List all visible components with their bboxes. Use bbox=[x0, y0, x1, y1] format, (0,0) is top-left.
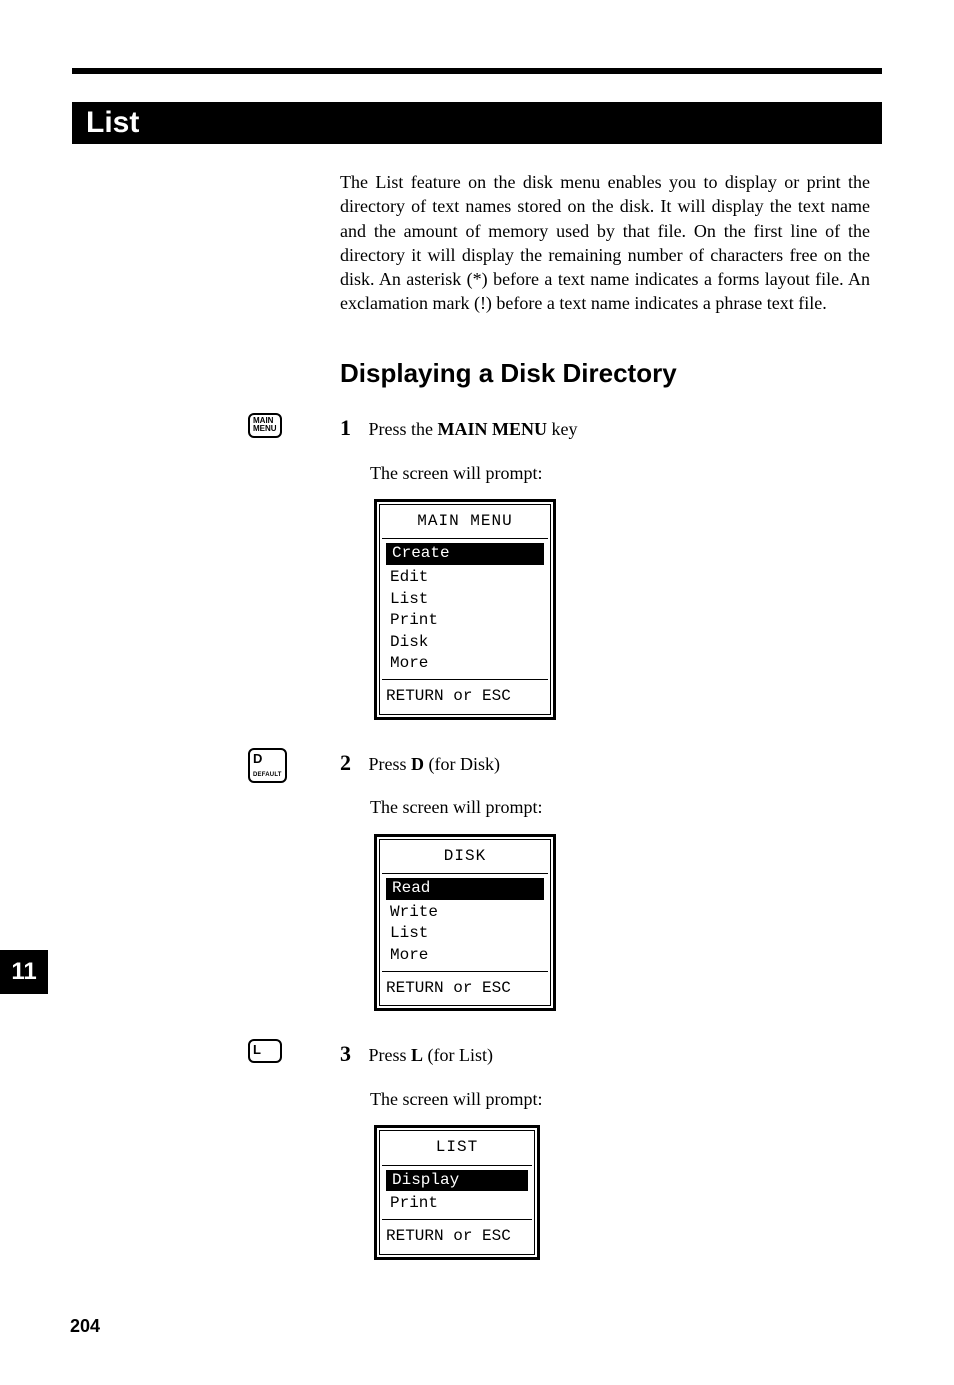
key-label-line1: D bbox=[253, 751, 262, 766]
key-label-line2: DEFAULT bbox=[253, 772, 282, 778]
menu-title: MAIN MENU bbox=[380, 505, 550, 539]
menu-item: Print bbox=[384, 610, 546, 632]
chapter-tab: 11 bbox=[0, 950, 48, 994]
main-menu-box: MAIN MENU Create Edit List Print Disk Mo… bbox=[374, 499, 556, 720]
step-text: Press D (for Disk) bbox=[369, 754, 501, 774]
section-bar: List bbox=[72, 102, 882, 144]
step-3: L 3 Press L (for List) bbox=[340, 1039, 870, 1069]
menu-item: Read bbox=[386, 878, 544, 900]
menu-footer: RETURN or ESC bbox=[380, 1220, 534, 1254]
menu-item: Print bbox=[384, 1193, 530, 1215]
menu-footer: RETURN or ESC bbox=[380, 680, 550, 714]
step-text-pre: Press bbox=[369, 1045, 412, 1065]
key-label-line1: L bbox=[253, 1042, 261, 1057]
menu-title: DISK bbox=[380, 840, 550, 874]
step-text-post: (for Disk) bbox=[424, 754, 500, 774]
step-number: 1 bbox=[340, 413, 364, 443]
menu-item: List bbox=[384, 923, 546, 945]
step-text-bold: MAIN MENU bbox=[438, 419, 548, 439]
menu-footer: RETURN or ESC bbox=[380, 972, 550, 1006]
step-text-bold: D bbox=[411, 754, 424, 774]
page-number: 204 bbox=[70, 1316, 100, 1337]
step-text-post: (for List) bbox=[423, 1045, 493, 1065]
step-text-post: key bbox=[547, 419, 578, 439]
step-1: MAIN MENU 1 Press the MAIN MENU key bbox=[340, 413, 870, 443]
menu-item: Edit bbox=[384, 567, 546, 589]
d-key-icon: D DEFAULT bbox=[248, 748, 287, 783]
subheading: Displaying a Disk Directory bbox=[340, 356, 870, 391]
step-text-bold: L bbox=[411, 1045, 423, 1065]
menu-item: Display bbox=[386, 1170, 528, 1192]
step-number: 3 bbox=[340, 1039, 364, 1069]
menu-item: Create bbox=[386, 543, 544, 565]
menu-item: More bbox=[384, 945, 546, 967]
step-text-pre: Press bbox=[369, 754, 412, 774]
menu-item: List bbox=[384, 589, 546, 611]
step-number: 2 bbox=[340, 748, 364, 778]
menu-item: Write bbox=[384, 902, 546, 924]
step-text-pre: Press the bbox=[369, 419, 438, 439]
prompt-text: The screen will prompt: bbox=[370, 461, 870, 485]
menu-title: LIST bbox=[380, 1131, 534, 1165]
intro-paragraph: The List feature on the disk menu enable… bbox=[340, 170, 870, 316]
menu-item: Disk bbox=[384, 632, 546, 654]
step-2: D DEFAULT 2 Press D (for Disk) bbox=[340, 748, 870, 778]
key-label-line2: MENU bbox=[253, 424, 277, 433]
main-menu-key-icon: MAIN MENU bbox=[248, 413, 282, 438]
l-key-icon: L bbox=[248, 1039, 282, 1063]
prompt-text: The screen will prompt: bbox=[370, 795, 870, 819]
step-text: Press the MAIN MENU key bbox=[369, 419, 578, 439]
list-menu-box: LIST Display Print RETURN or ESC bbox=[374, 1125, 540, 1259]
menu-item: More bbox=[384, 653, 546, 675]
step-text: Press L (for List) bbox=[369, 1045, 494, 1065]
prompt-text: The screen will prompt: bbox=[370, 1087, 870, 1111]
disk-menu-box: DISK Read Write List More RETURN or ESC bbox=[374, 834, 556, 1012]
top-rule bbox=[72, 68, 882, 74]
